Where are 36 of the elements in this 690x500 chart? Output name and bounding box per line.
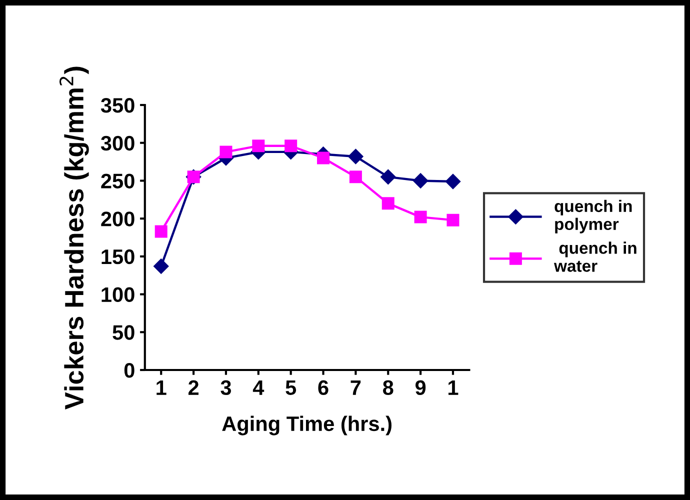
y-tick-label: 300 (100, 136, 134, 151)
point (446, 214, 460, 226)
y-tick-label: 100 (102, 287, 134, 302)
x-axis-title: Aging Time (hrs.) (222, 416, 392, 436)
y-tick-label: 150 (102, 249, 134, 264)
point (412, 173, 428, 188)
y-tick-label: 350 (100, 98, 134, 113)
x-tick-label: 5 (286, 380, 296, 396)
x-tick-label: 8 (382, 380, 394, 396)
legend-label: quench in water (554, 242, 636, 272)
point (317, 152, 330, 164)
point (382, 197, 394, 210)
point (380, 169, 396, 184)
y-tick-label: 250 (101, 174, 134, 188)
x-tick-label: 4 (252, 380, 264, 395)
point (220, 146, 232, 158)
point (414, 210, 427, 224)
y-tick-label: 50 (112, 325, 134, 340)
point (252, 140, 265, 152)
legend-label: quench in polymer (554, 200, 632, 234)
point (284, 140, 298, 152)
point (445, 174, 461, 190)
x-tick-label: 9 (415, 380, 426, 396)
point (348, 148, 364, 164)
point (154, 258, 169, 274)
y-tick-label: 0 (124, 363, 134, 378)
x-tick-label: 6 (318, 380, 328, 396)
y-axis-title: Vickers Hardness (kg/mm$^{2}$) (59, 66, 89, 410)
x-tick-label: 1 (448, 380, 458, 395)
y-tick-label: 200 (101, 212, 134, 226)
point (154, 225, 168, 238)
x-tick-label: 2 (188, 380, 199, 395)
point (349, 170, 362, 184)
x-tick-label: 7 (350, 380, 361, 395)
x-tick-label: 3 (220, 380, 232, 396)
x-tick-label: 1 (156, 380, 166, 395)
